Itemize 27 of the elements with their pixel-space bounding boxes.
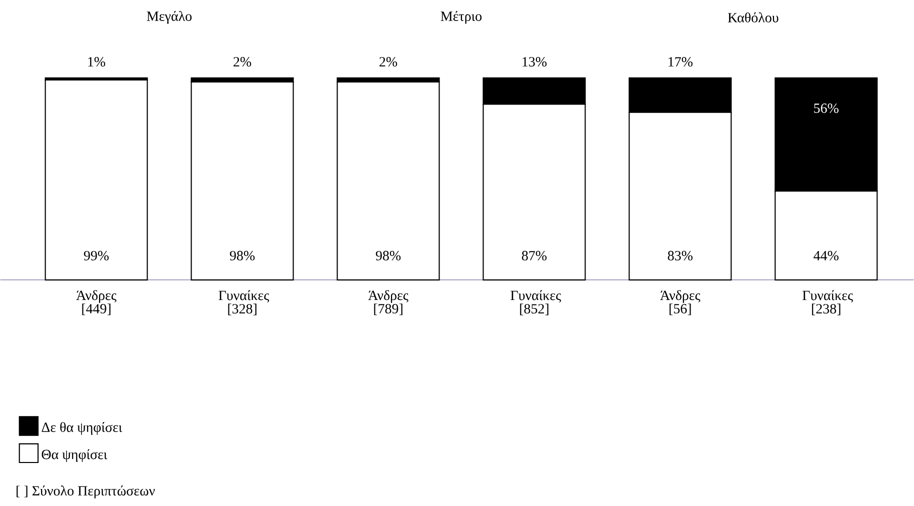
bar [190,82,294,280]
text: [ ] Σύνολο Περιπτώσεων [16,486,155,498]
data-label: 83% [668,250,693,260]
data-label: 2% [234,57,252,67]
text: Καθόλου [728,12,778,22]
bar [336,82,440,280]
data-label: 98% [376,250,401,260]
legend-label: Θα ψηφίσει [42,449,108,462]
data-label: 87% [522,250,547,260]
bar [44,79,148,280]
x-tick-label: Γυναίκες [238] [802,290,853,316]
x-tick-label: Άνδρες [449] [76,290,116,316]
text: Μέτριο [440,10,482,24]
data-label: 99% [84,250,109,260]
data-label: 98% [230,250,255,260]
data-label: 17% [668,57,693,67]
legend-label: Δε θα ψηφίσει [42,422,122,435]
data-label: 13% [522,57,547,67]
x-tick-label: Άνδρες [789] [368,290,408,316]
data-label: 44% [814,250,838,260]
text: Μεγάλο [146,10,192,24]
x-tick-label: Γυναίκες [852] [510,290,561,316]
x-tick-label: Γυναίκες [328] [218,290,270,316]
data-label: 56% [814,104,838,114]
data-label: 2% [380,57,398,67]
data-label: 1% [88,57,106,67]
x-tick-label: Άνδρες [56] [660,290,700,316]
